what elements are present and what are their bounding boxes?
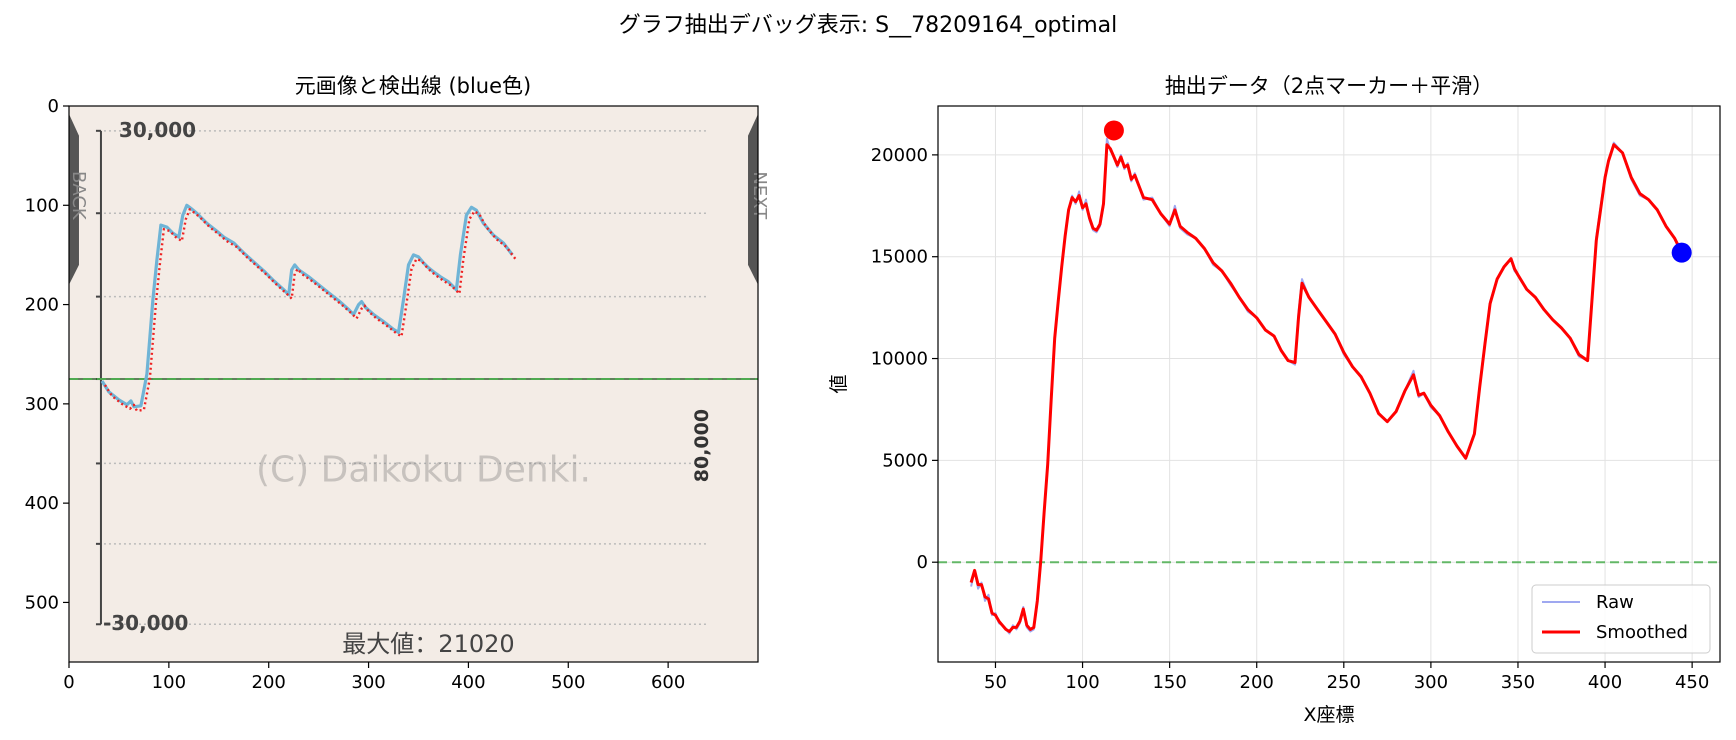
watermark: (C) Daikoku Denki. — [256, 449, 591, 490]
back-tab-label: BACK — [68, 171, 89, 221]
x-tick-label: 0 — [63, 672, 74, 693]
embedded-bottom-label: -30,000 — [103, 611, 188, 635]
detected-line — [100, 203, 514, 409]
image-panel-y-axis: 0 100 200 300 400 500 — [25, 96, 69, 613]
line-panel-title: 抽出データ（2点マーカー＋平滑） — [1165, 74, 1493, 98]
y-tick-label: 300 — [25, 394, 59, 415]
y-tick-label: 500 — [25, 592, 59, 613]
series-line-smoothed — [969, 143, 1684, 633]
image-panel-x-axis: 0 100 200 300 400 500 600 — [63, 662, 685, 693]
start-marker — [1103, 120, 1124, 141]
x-tick-label: 50 — [984, 672, 1007, 693]
x-tick-label: 150 — [1152, 672, 1186, 693]
x-tick-label: 100 — [1065, 672, 1099, 693]
y-tick-label: 5000 — [882, 450, 928, 471]
image-panel: 元画像と検出線 (blue色) BACK NEXT 30,000 -30,000 80,… — [25, 74, 770, 693]
line-panel-grid — [938, 106, 1720, 662]
line-panel-x-axis: 50 100 150 200 250 300 350 400 450 — [984, 662, 1709, 693]
y-tick-label: 10000 — [871, 349, 928, 370]
legend-label-raw: Raw — [1596, 592, 1634, 613]
x-tick-label: 400 — [451, 672, 485, 693]
embedded-max-text: 最大値：21020 — [342, 630, 514, 658]
next-tab-shape — [748, 113, 758, 285]
y-tick-label: 15000 — [871, 247, 928, 268]
line-panel: 抽出データ（2点マーカー＋平滑） 50 100 150 200 250 300 350 400… — [828, 74, 1721, 726]
legend: Raw Smoothed — [1531, 584, 1711, 654]
x-tick-label: 450 — [1675, 672, 1709, 693]
y-axis-label: 値 — [828, 374, 850, 393]
x-tick-label: 300 — [1414, 672, 1448, 693]
x-tick-label: 200 — [1240, 672, 1274, 693]
embedded-chart-background — [69, 106, 758, 662]
y-tick-label: 0 — [48, 96, 59, 117]
x-axis-label: X座標 — [1303, 704, 1354, 726]
point-markers — [1103, 120, 1692, 263]
back-tab-shape — [69, 113, 79, 285]
overlay-dotted-line — [103, 208, 517, 412]
x-tick-label: 100 — [152, 672, 186, 693]
embedded-right-label: 80,000 — [691, 409, 713, 482]
y-tick-label: 200 — [25, 295, 59, 316]
x-tick-label: 600 — [651, 672, 685, 693]
embedded-chart: BACK NEXT 30,000 -30,000 80,000 最大値：21020 (C) … — [68, 113, 770, 658]
x-tick-label: 200 — [252, 672, 286, 693]
series-line-raw — [970, 137, 1683, 635]
legend-label-smoothed: Smoothed — [1596, 622, 1688, 643]
line-panel-frame — [937, 105, 1721, 663]
y-tick-label: 400 — [25, 493, 59, 514]
embedded-top-label: 30,000 — [119, 118, 196, 142]
image-panel-title: 元画像と検出線 (blue色) — [295, 74, 531, 98]
figure-suptitle: グラフ抽出デバッグ表示: S__78209164_optimal — [619, 13, 1118, 38]
x-tick-label: 300 — [351, 672, 385, 693]
image-panel-frame — [68, 105, 759, 663]
line-panel-y-axis: 0 5000 10000 15000 20000 — [871, 145, 938, 573]
series-lines — [969, 137, 1684, 635]
x-tick-label: 400 — [1588, 672, 1622, 693]
y-tick-label: 20000 — [871, 145, 928, 166]
x-tick-label: 350 — [1501, 672, 1535, 693]
y-tick-label: 100 — [25, 195, 59, 216]
y-tick-label: 0 — [917, 552, 928, 573]
x-tick-label: 250 — [1327, 672, 1361, 693]
next-tab-label: NEXT — [749, 171, 770, 220]
x-tick-label: 500 — [551, 672, 585, 693]
end-marker — [1671, 242, 1692, 263]
